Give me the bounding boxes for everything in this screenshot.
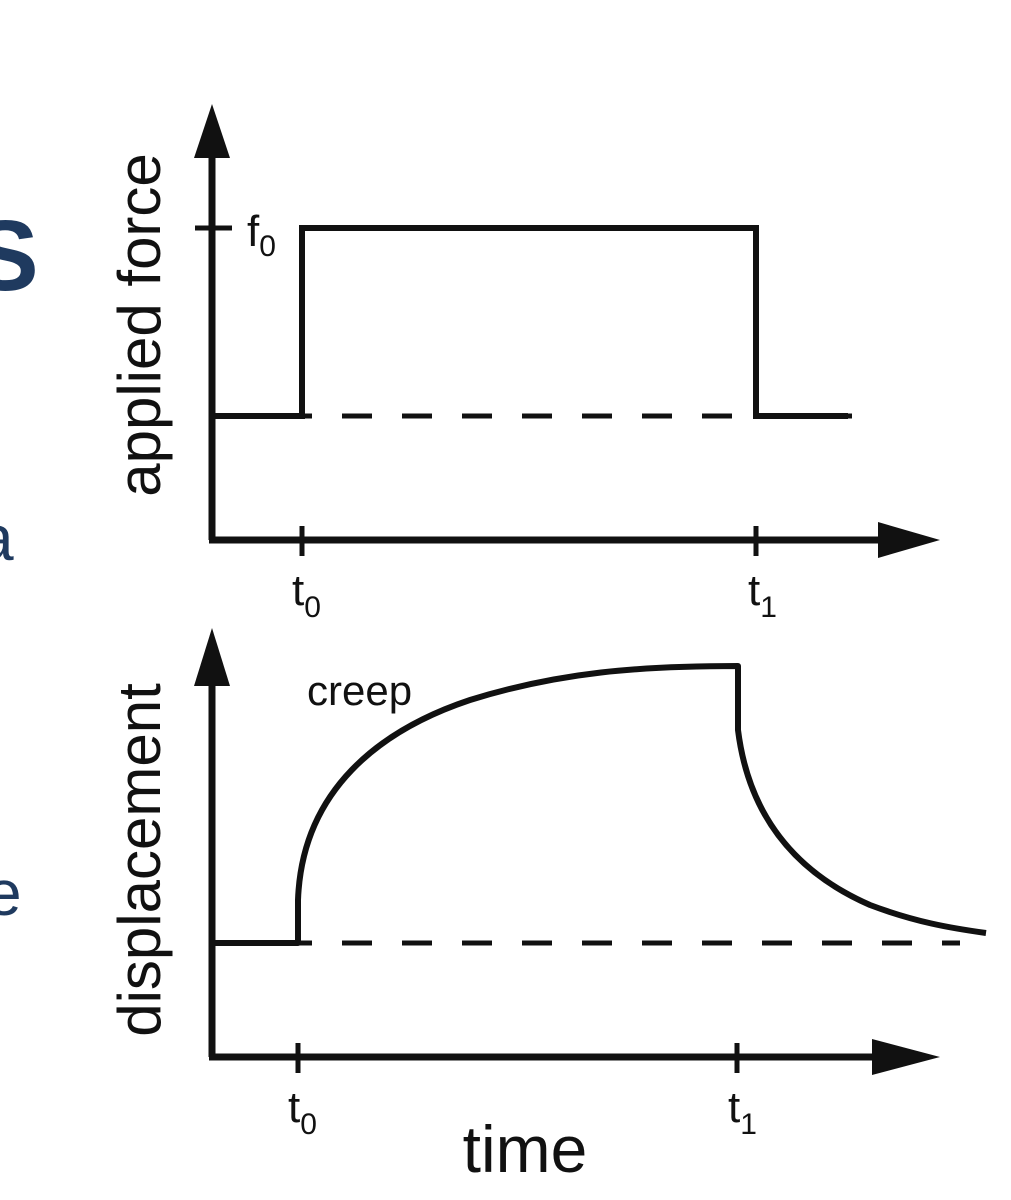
f0-label-main: f bbox=[247, 207, 260, 256]
f0-label: f0 bbox=[247, 207, 276, 263]
displacement-curve bbox=[212, 663, 987, 946]
top-tick-label-t0-main: t bbox=[292, 566, 304, 615]
bottom-tick-label-t0: t0 bbox=[288, 1083, 317, 1141]
bottom-tick-label-t1-main: t bbox=[728, 1083, 740, 1132]
edge-fragment-a: a bbox=[0, 502, 14, 574]
top-tick-label-t1-main: t bbox=[748, 566, 760, 615]
f0-label-sub: 0 bbox=[259, 230, 276, 263]
bottom-tick-label-t1: t1 bbox=[728, 1083, 757, 1141]
creep-label: creep bbox=[307, 667, 412, 714]
bottom-tick-label-t1-sub: 1 bbox=[740, 1108, 757, 1141]
top-tick-label-t1: t1 bbox=[748, 566, 777, 624]
bottom-y-axis-label: displacement bbox=[106, 683, 173, 1037]
top-y-arrowhead bbox=[194, 104, 230, 158]
bottom-x-axis-label: time bbox=[463, 1112, 588, 1186]
bottom-x-arrowhead bbox=[872, 1039, 940, 1075]
bottom-y-arrowhead bbox=[194, 628, 230, 686]
top-x-arrowhead bbox=[878, 522, 940, 558]
bottom-panel: displacement creep t0 t1 time bbox=[106, 628, 987, 1186]
left-edge-fragments: S a e bbox=[0, 200, 39, 929]
top-tick-label-t0-sub: 0 bbox=[304, 591, 321, 624]
bottom-tick-label-t0-sub: 0 bbox=[300, 1108, 317, 1141]
top-tick-label-t1-sub: 1 bbox=[760, 591, 777, 624]
top-panel: applied force f0 t0 t1 bbox=[106, 104, 940, 624]
edge-fragment-e: e bbox=[0, 857, 22, 929]
top-tick-label-t0: t0 bbox=[292, 566, 321, 624]
edge-fragment-s: S bbox=[0, 200, 39, 312]
applied-force-curve bbox=[212, 225, 848, 419]
top-y-axis-label: applied force bbox=[106, 153, 173, 497]
bottom-tick-label-t0-main: t bbox=[288, 1083, 300, 1132]
